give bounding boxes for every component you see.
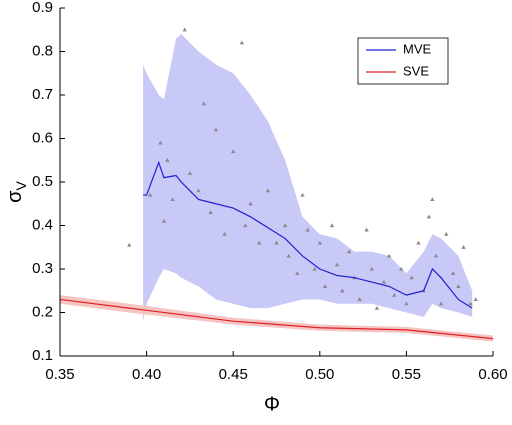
scatter-point — [213, 127, 219, 132]
x-axis-label: Φ — [264, 393, 280, 415]
scatter-point — [147, 192, 153, 197]
scatter-point — [295, 271, 300, 275]
scatter-point — [409, 275, 414, 280]
y-tick-label: 0.1 — [32, 347, 53, 364]
scatter-point — [127, 242, 132, 247]
y-axis-label: σV — [4, 181, 28, 203]
scatter-point — [231, 149, 236, 154]
error-band — [60, 295, 493, 342]
scatter-point — [187, 171, 193, 175]
y-label-symbol: σ — [4, 190, 26, 203]
series-line — [59, 298, 494, 340]
scatter-point — [369, 266, 374, 271]
scatter-point — [450, 271, 456, 275]
scatter-point — [392, 292, 397, 297]
y-tick-label: 0.2 — [32, 303, 53, 320]
scatter-point — [300, 192, 305, 197]
error-band — [143, 34, 473, 322]
scatter-point — [265, 188, 271, 193]
y-tick-label: 0.6 — [32, 129, 53, 146]
scatter-point — [340, 288, 345, 293]
scatter-point — [399, 266, 404, 271]
legend-label: SVE — [403, 63, 429, 78]
scatter-point — [243, 223, 248, 228]
scatter-point — [456, 284, 461, 288]
scatter-point — [322, 284, 328, 288]
y-tick-label: 0.8 — [32, 42, 53, 59]
x-tick-label: 0.45 — [219, 366, 248, 383]
scatter-point — [357, 297, 362, 302]
scatter-point — [461, 245, 466, 249]
x-tick-label: 0.35 — [45, 366, 74, 383]
scatter-point — [404, 301, 409, 306]
scatter-point — [426, 214, 432, 219]
scatter-point — [196, 188, 201, 193]
x-tick-label: 0.40 — [132, 366, 161, 383]
scatter-point — [386, 253, 392, 258]
scatter-point — [317, 240, 322, 245]
scatter-point — [239, 40, 245, 45]
scatter-point — [438, 301, 444, 306]
scatter-point — [433, 253, 439, 258]
scatter-point — [416, 240, 421, 245]
scatter-point — [334, 262, 340, 267]
y-tick-label: 0.4 — [32, 216, 53, 233]
scatter-point — [473, 297, 478, 302]
scatter-point — [248, 201, 253, 206]
scatter-point — [182, 27, 187, 32]
series-line — [143, 160, 473, 309]
scatter-point — [222, 232, 227, 236]
y-tick-label: 0.7 — [32, 86, 53, 103]
scatter-point — [282, 223, 288, 228]
scatter-point — [286, 253, 291, 258]
scatter-point — [165, 158, 170, 162]
scatter-point — [201, 101, 206, 106]
x-tick-label: 0.50 — [305, 366, 334, 383]
scatter-point — [170, 197, 175, 201]
y-tick-label: 0.5 — [32, 173, 53, 190]
scatter-point — [312, 266, 317, 271]
scatter-point — [347, 249, 352, 254]
scatter-point — [364, 227, 369, 232]
scatter-point — [381, 279, 387, 284]
scatter-point — [305, 227, 310, 232]
scatter-point — [158, 140, 163, 145]
scatter-point — [468, 301, 473, 306]
scatter-point — [274, 240, 279, 245]
scatter-point — [329, 223, 335, 228]
scatter-point — [208, 210, 213, 215]
y-tick-label: 0.9 — [32, 0, 53, 16]
scatter-point — [161, 218, 167, 223]
legend-label: MVE — [403, 41, 432, 56]
scatter-point — [430, 197, 435, 201]
x-tick-label: 0.60 — [478, 366, 507, 383]
x-tick-label: 0.55 — [392, 366, 421, 383]
y-label-subscript: V — [13, 181, 29, 191]
legend-box — [357, 37, 449, 85]
scatter-point — [444, 232, 449, 236]
y-tick-label: 0.3 — [32, 260, 53, 277]
scatter-point — [256, 240, 262, 245]
scatter-point — [374, 305, 380, 310]
